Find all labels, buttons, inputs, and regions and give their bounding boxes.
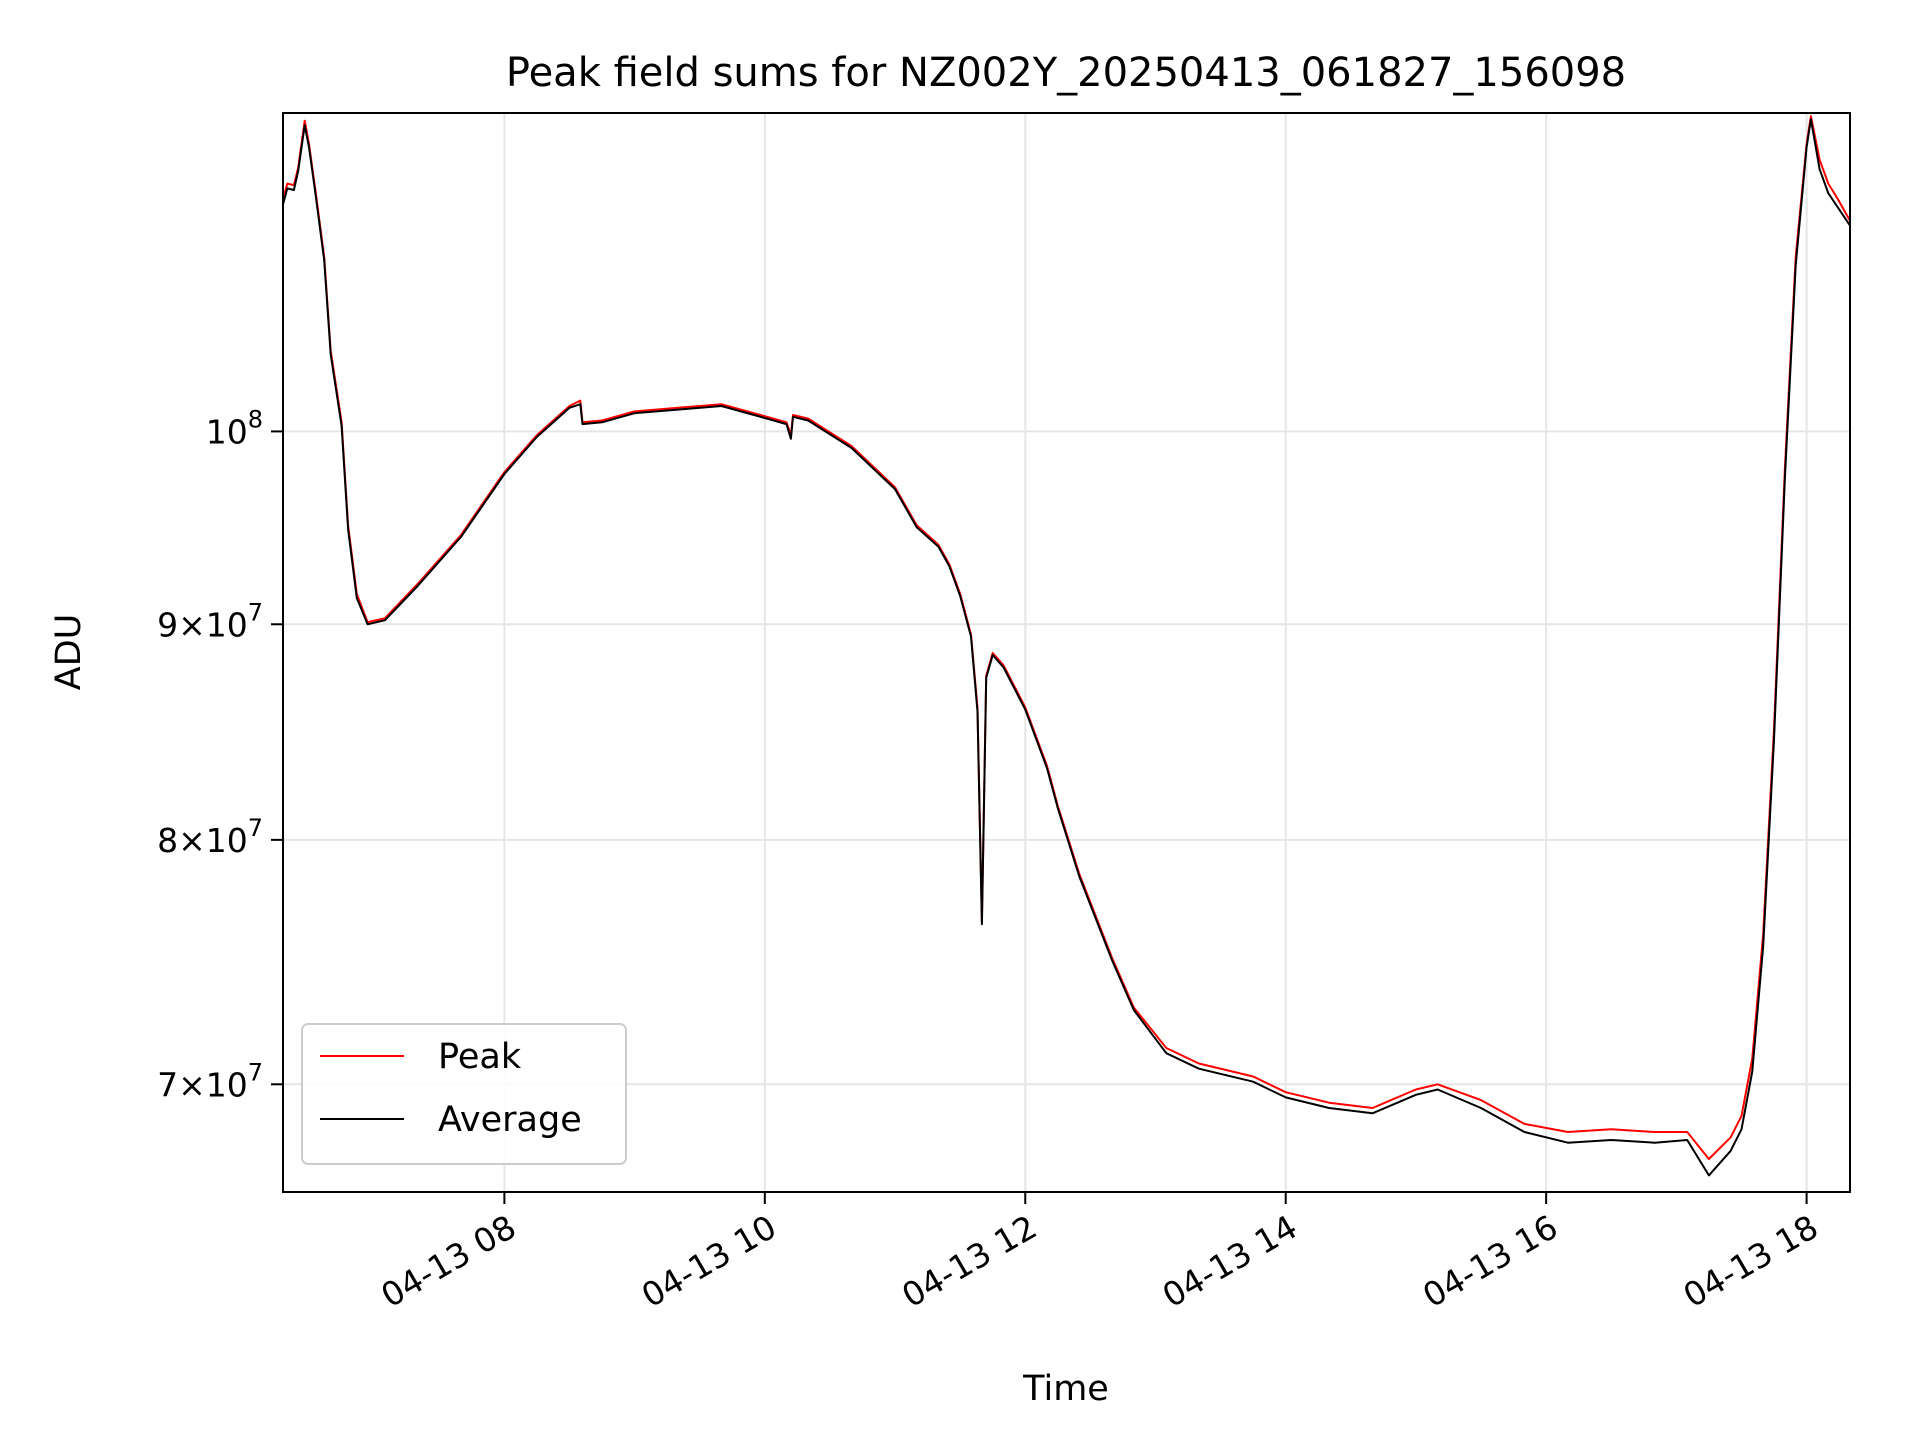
y-tick-exponent: 7 bbox=[248, 814, 263, 842]
y-tick-mantissa: 8×10 bbox=[157, 821, 248, 860]
series-layer bbox=[283, 115, 1850, 1177]
plot-frame bbox=[282, 112, 1851, 1193]
y-tick-mantissa: 10 bbox=[206, 412, 248, 451]
legend: Peak Average bbox=[301, 1023, 627, 1165]
y-axis-label: ADU bbox=[49, 614, 89, 691]
chart-title: Peak field sums for NZ002Y_20250413_0618… bbox=[506, 50, 1626, 96]
legend-label: Peak bbox=[438, 1037, 522, 1077]
legend-frame bbox=[301, 1023, 627, 1165]
series-group bbox=[283, 115, 1850, 1177]
series-line-average bbox=[283, 118, 1850, 1177]
y-tick-label: 7×107 bbox=[157, 1058, 263, 1104]
y-tick-label: 108 bbox=[206, 405, 263, 451]
legend-label: Average bbox=[438, 1100, 582, 1140]
y-tick-mantissa: 7×10 bbox=[157, 1065, 248, 1104]
x-axis-label: Time bbox=[1022, 1369, 1109, 1409]
y-tick-label: 9×107 bbox=[157, 598, 263, 644]
y-tick-exponent: 8 bbox=[248, 405, 263, 433]
y-tick-label: 8×107 bbox=[157, 814, 263, 860]
y-tick-exponent: 7 bbox=[248, 598, 263, 626]
y-tick-mantissa: 9×10 bbox=[157, 605, 248, 644]
y-tick-exponent: 7 bbox=[248, 1058, 263, 1086]
